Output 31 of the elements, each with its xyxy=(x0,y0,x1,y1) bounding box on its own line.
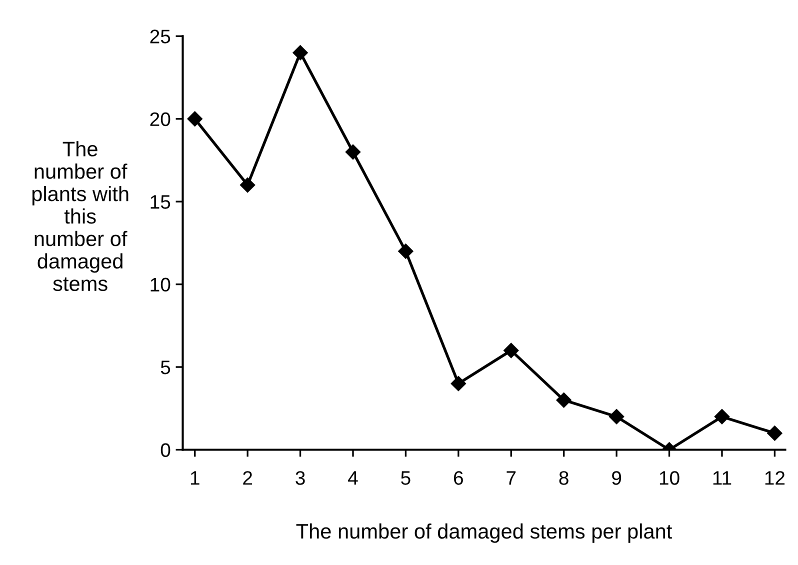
point xyxy=(240,177,256,193)
x-tick-label: 7 xyxy=(506,471,516,485)
y-tick-label: 25 xyxy=(150,30,170,44)
point xyxy=(714,409,730,424)
y-axis-title: The number of plants with this number of damaged stems xyxy=(32,141,128,292)
x-tick-label: 9 xyxy=(612,471,622,485)
point xyxy=(556,392,572,408)
point xyxy=(345,144,361,160)
point xyxy=(398,244,414,259)
x-tick-label: 11 xyxy=(713,471,732,485)
point xyxy=(504,342,519,358)
point xyxy=(292,45,308,60)
point xyxy=(187,111,202,126)
point xyxy=(767,426,782,441)
x-tick-label: 12 xyxy=(765,471,785,485)
y-tick-label: 20 xyxy=(150,112,170,126)
y-tick-label: 0 xyxy=(160,443,170,457)
x-tick-label: 6 xyxy=(454,471,463,485)
x-tick-label: 3 xyxy=(296,471,305,485)
x-tick-label: 5 xyxy=(401,471,410,485)
x-tick-label: 4 xyxy=(348,471,358,485)
x-tick-label: 1 xyxy=(190,471,200,485)
x-tick-label: 10 xyxy=(660,471,680,485)
y-tick-label: 15 xyxy=(150,195,170,209)
y-tick-label: 10 xyxy=(150,278,170,292)
point xyxy=(608,409,624,424)
y-tick-label: 5 xyxy=(160,360,170,374)
point xyxy=(450,376,466,392)
x-tick-label: 8 xyxy=(559,471,568,485)
x-tick-label: 2 xyxy=(243,471,252,485)
x-axis-title: The number of damaged stems per plant xyxy=(296,523,672,543)
